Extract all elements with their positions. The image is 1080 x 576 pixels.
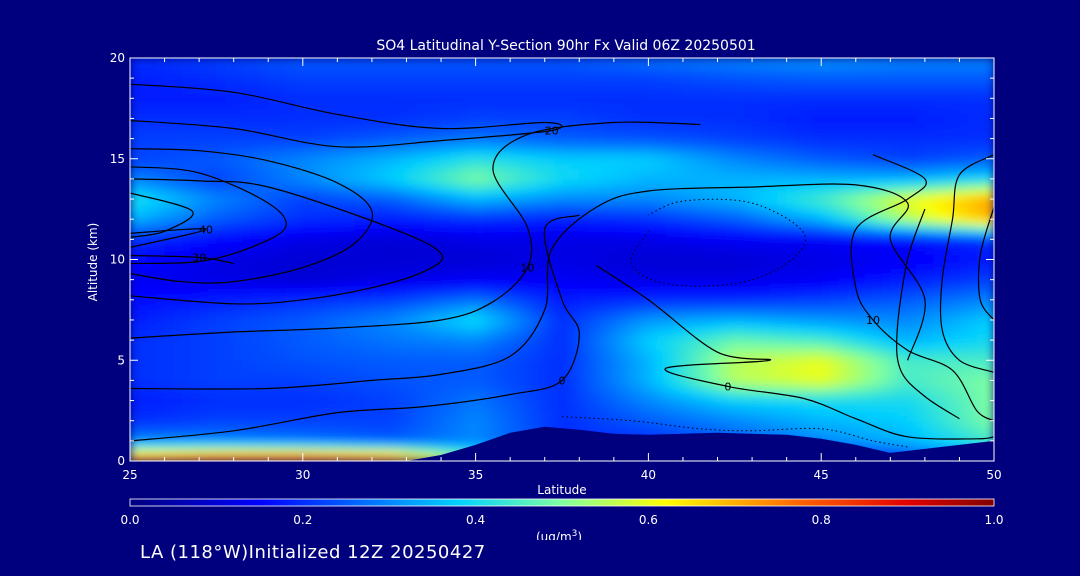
contour-label: 20 bbox=[545, 125, 559, 138]
contour-line bbox=[130, 166, 287, 265]
contour-line bbox=[130, 254, 234, 265]
contour-label: 10 bbox=[520, 262, 534, 275]
colorbar-unit-superscript: 3 bbox=[572, 529, 578, 539]
colorbar-tick-label: 0.0 bbox=[120, 513, 139, 527]
y-tick-label: 5 bbox=[117, 353, 125, 367]
contour-line bbox=[130, 148, 374, 284]
contour-label: 40 bbox=[199, 223, 213, 236]
terrain-mask bbox=[130, 426, 994, 461]
x-tick-label: 30 bbox=[295, 468, 310, 482]
x-tick-label: 25 bbox=[122, 468, 137, 482]
colorbar-gradient bbox=[129, 498, 995, 507]
contour-line bbox=[130, 214, 580, 442]
y-axis: 0 5 10 15 20 bbox=[110, 51, 994, 468]
contour-line bbox=[896, 208, 960, 420]
colorbar-tick-label: 0.8 bbox=[812, 513, 831, 527]
colorbar-tick-label: 0.6 bbox=[639, 513, 658, 527]
x-tick-label: 35 bbox=[468, 468, 483, 482]
colorbar-unit-label: (ug/m3) bbox=[536, 529, 582, 540]
y-axis-label: Altitude (km) bbox=[86, 223, 100, 302]
contour-labels: 20 40 30 10 0 0 10 bbox=[192, 125, 880, 394]
contour-label: 0 bbox=[724, 380, 731, 393]
contour-line bbox=[130, 228, 207, 248]
x-axis-label: Latitude bbox=[537, 483, 586, 497]
contour-line bbox=[596, 265, 994, 440]
heatmap-field bbox=[130, 58, 994, 461]
x-axis: 25 30 35 40 45 50 bbox=[122, 58, 1002, 482]
contour-line bbox=[130, 192, 194, 238]
contour-lines bbox=[130, 83, 994, 448]
terrain-layer bbox=[130, 426, 994, 461]
colorbar-tick-label: 0.2 bbox=[293, 513, 312, 527]
y-tick-label: 10 bbox=[110, 253, 125, 267]
y-tick-label: 0 bbox=[117, 454, 125, 468]
contour-line bbox=[130, 183, 926, 390]
colorbar-unit-suffix: ) bbox=[577, 530, 582, 540]
contour-line bbox=[850, 154, 994, 422]
chart-svg: SO4 Latitudinal Y-Section 90hr Fx Valid … bbox=[86, 38, 1004, 540]
contour-label: 30 bbox=[192, 252, 206, 265]
colorbar-unit: (ug/m bbox=[536, 530, 572, 540]
colorbar-ticks: 0.0 0.2 0.4 0.6 0.8 1.0 bbox=[120, 513, 1003, 527]
colorbar-tick-label: 1.0 bbox=[984, 513, 1003, 527]
footer-caption: LA (118°W)Initialized 12Z 20250427 bbox=[140, 542, 486, 563]
contour-line bbox=[130, 178, 443, 305]
y-tick-label: 15 bbox=[110, 152, 125, 166]
x-tick-label: 40 bbox=[641, 468, 656, 482]
contour-line bbox=[939, 154, 994, 373]
contour-label: 10 bbox=[866, 314, 880, 327]
contour-label: 0 bbox=[559, 374, 566, 387]
y-tick-label: 20 bbox=[110, 51, 125, 65]
contour-line bbox=[130, 83, 563, 148]
chart-title: SO4 Latitudinal Y-Section 90hr Fx Valid … bbox=[376, 38, 755, 54]
contour-line bbox=[977, 206, 994, 321]
colorbar-tick-label: 0.4 bbox=[466, 513, 485, 527]
x-tick-label: 50 bbox=[986, 468, 1001, 482]
x-tick-label: 45 bbox=[814, 468, 829, 482]
plot-area: 20 40 30 10 0 0 10 bbox=[129, 57, 995, 462]
colorbar: 0.0 0.2 0.4 0.6 0.8 1.0 (ug/m3) bbox=[120, 498, 1004, 540]
contour-line bbox=[130, 121, 701, 339]
